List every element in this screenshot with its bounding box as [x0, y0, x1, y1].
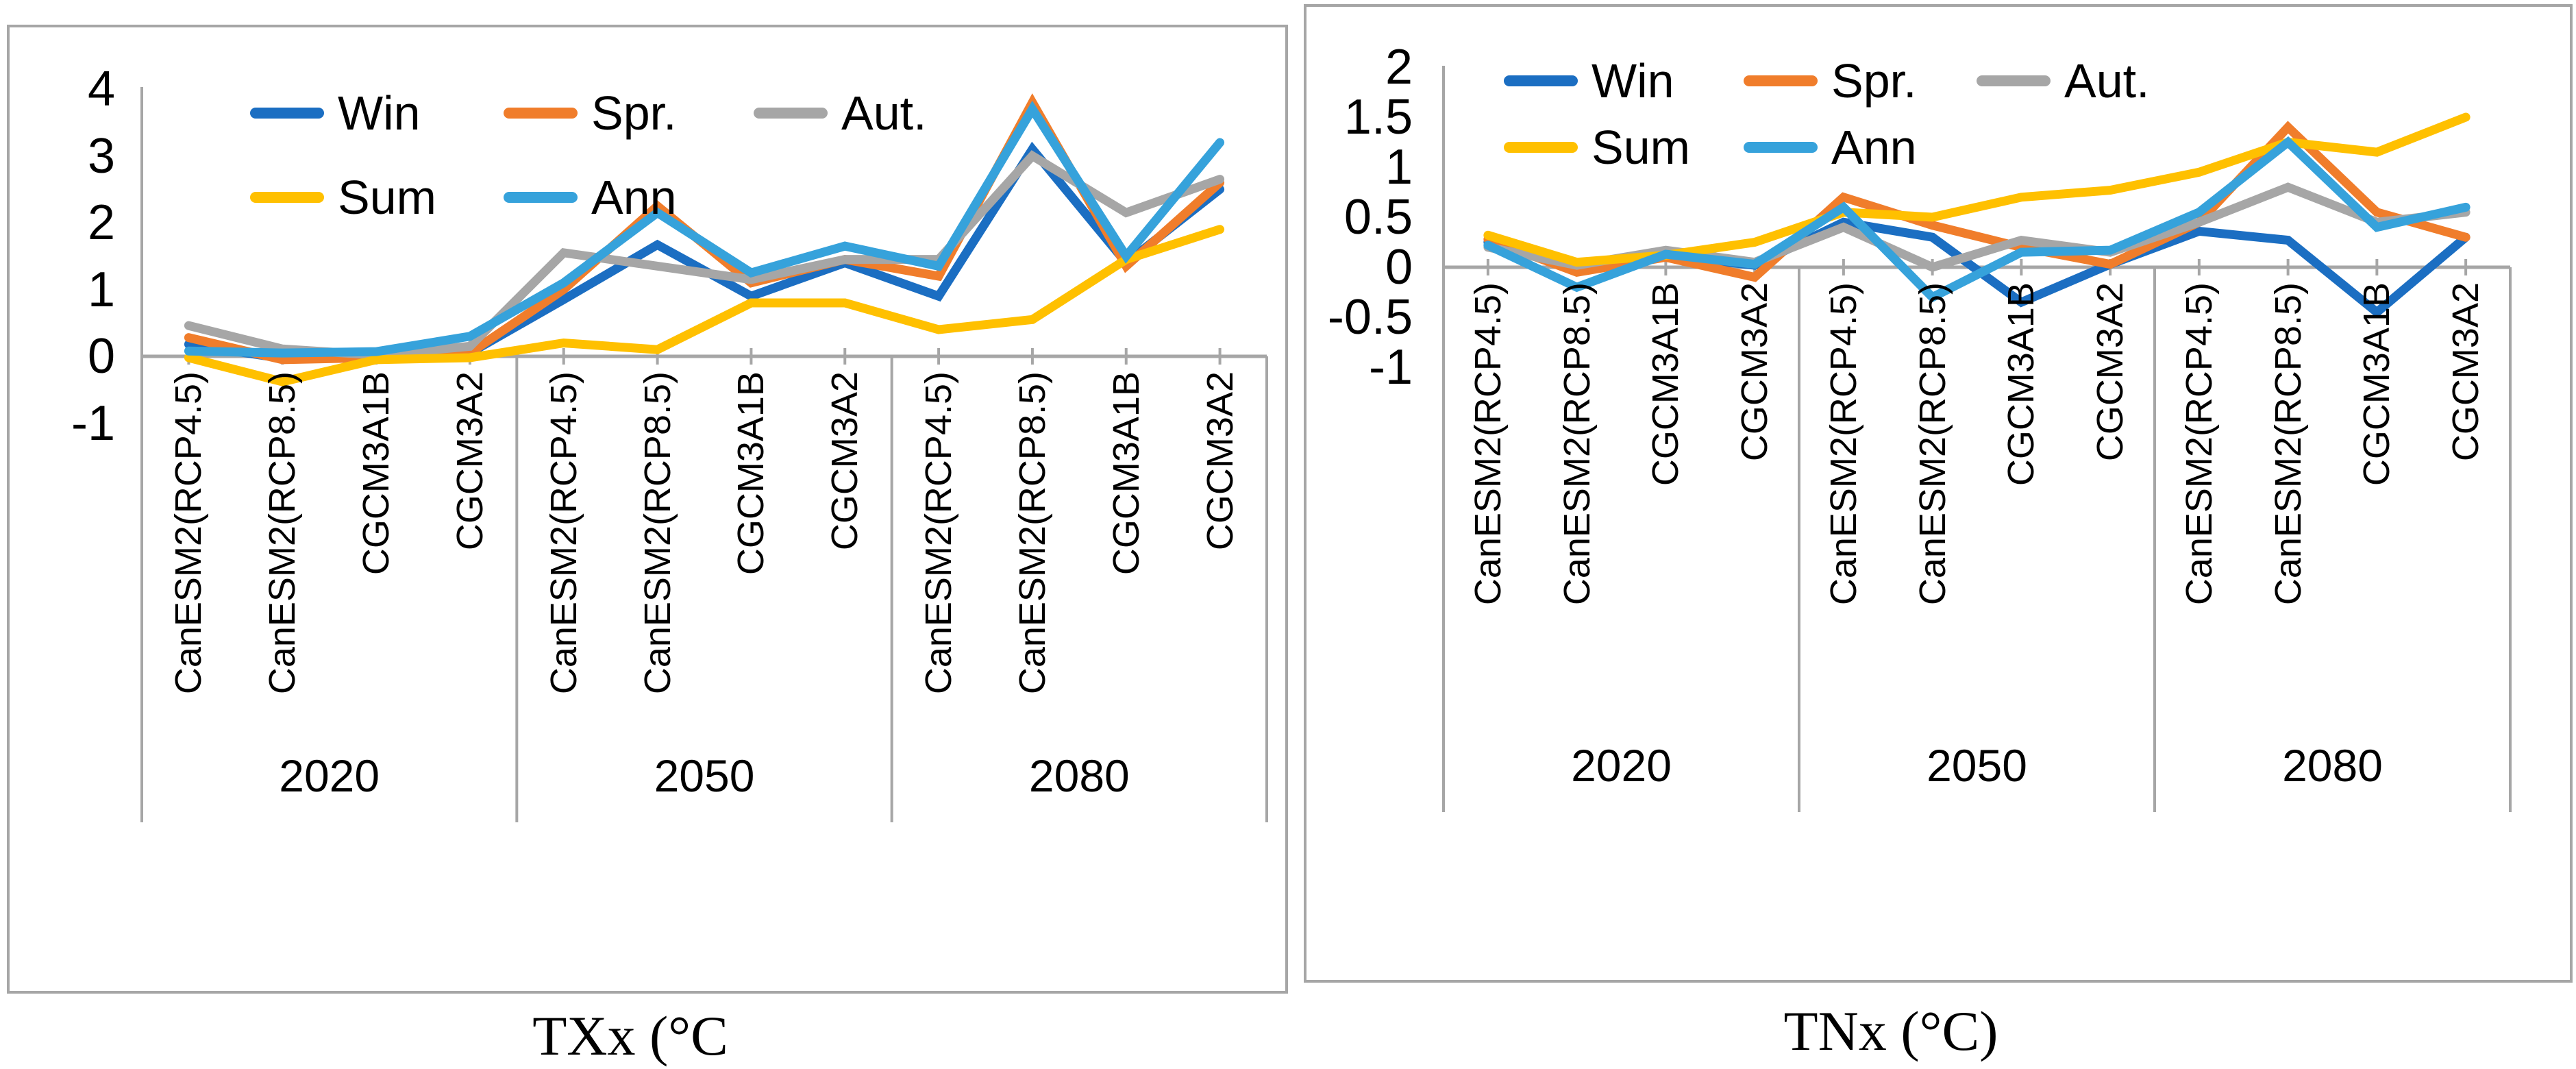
legend-label: Win — [1592, 54, 1674, 108]
legend-label: Sum — [1592, 121, 1690, 174]
legend-swatch-icon — [250, 108, 324, 119]
category-label: CGCM3A1B — [730, 371, 772, 576]
category-label: CanESM2(RCP8.5) — [636, 371, 678, 695]
category-label: CGCM3A2 — [2090, 282, 2131, 462]
category-label: CGCM3A1B — [1645, 282, 1687, 487]
y-tick-label: 2 — [1385, 40, 1413, 95]
year-label: 2050 — [654, 750, 755, 801]
series-line-spr — [184, 93, 1225, 365]
legend-item: Sum — [250, 173, 436, 221]
category-label: CGCM3A2 — [449, 371, 491, 551]
category-label: CanESM2(RCP4.5) — [543, 371, 584, 695]
legend-swatch-icon — [250, 192, 324, 203]
series-line-ann — [1483, 136, 2470, 303]
year-label: 2050 — [1927, 740, 2027, 791]
legend-label: Ann — [591, 171, 677, 224]
category-label: CanESM2(RCP4.5) — [1467, 282, 1509, 606]
y-tick-label: 2 — [87, 195, 115, 250]
y-tick-label: 0.5 — [1343, 190, 1413, 245]
category-label: CGCM3A1B — [356, 371, 397, 576]
legend-swatch-icon — [504, 192, 578, 203]
category-label: CanESM2(RCP4.5) — [918, 371, 960, 695]
legend-label: Aut. — [2064, 54, 2150, 108]
year-label: 2080 — [1028, 750, 1130, 801]
year-label: 2020 — [279, 750, 380, 801]
category-label: CGCM3A1B — [1105, 371, 1147, 576]
legend-label: Aut. — [841, 86, 927, 140]
legend-label: Sum — [338, 171, 436, 224]
category-label: CanESM2(RCP8.5) — [1911, 282, 1953, 606]
category-label: CanESM2(RCP8.5) — [262, 371, 304, 695]
legend-swatch-icon — [1977, 75, 2051, 86]
y-tick-label: 3 — [87, 128, 115, 184]
category-label: CGCM3A2 — [824, 371, 866, 551]
category-label: CanESM2(RCP8.5) — [1556, 282, 1598, 606]
y-tick-label: -1 — [1368, 340, 1413, 395]
legend-label: Spr. — [591, 86, 677, 140]
category-label: CGCM3A1B — [2356, 282, 2398, 487]
legend-label: Ann — [1831, 121, 1917, 174]
y-tick-label: 4 — [87, 62, 115, 116]
legend-item: Spr. — [504, 89, 677, 137]
series-line-ann — [184, 100, 1225, 358]
y-tick-label: 1 — [87, 262, 115, 317]
category-label: CanESM2(RCP4.5) — [1822, 282, 1864, 606]
y-tick-label: 1.5 — [1343, 90, 1413, 145]
category-label: CGCM3A2 — [2445, 282, 2487, 462]
series-line-sum — [184, 225, 1225, 386]
legend-label: Win — [338, 86, 421, 140]
y-tick-label: 1 — [1385, 140, 1413, 195]
legend-swatch-icon — [1504, 142, 1578, 153]
y-tick-label: 0 — [1385, 240, 1413, 295]
legend-item: Win — [1504, 57, 1674, 105]
category-label: CanESM2(RCP8.5) — [2267, 282, 2309, 606]
legend-swatch-icon — [754, 108, 828, 119]
legend-swatch-icon — [1744, 75, 1818, 86]
legend-swatch-icon — [504, 108, 578, 119]
txx-caption: TXx (°C — [532, 1005, 728, 1067]
legend-item: Spr. — [1744, 57, 1917, 105]
panel-border — [7, 25, 1288, 994]
year-label: 2020 — [1571, 740, 1672, 791]
legend-label: Spr. — [1831, 54, 1917, 108]
panel-border — [1304, 4, 2573, 983]
category-label: CGCM3A1B — [2001, 282, 2042, 487]
legend-swatch-icon — [1504, 75, 1578, 86]
legend-item: Aut. — [1977, 57, 2150, 105]
y-tick-label: 0 — [87, 329, 115, 384]
legend-item: Aut. — [754, 89, 927, 137]
legend-item: Ann — [504, 173, 677, 221]
y-tick-label: -0.5 — [1327, 290, 1413, 345]
category-label: CGCM3A2 — [1199, 371, 1241, 551]
legend-item: Sum — [1504, 123, 1690, 171]
legend-item: Win — [250, 89, 421, 137]
category-label: CanESM2(RCP4.5) — [168, 371, 210, 695]
category-label: CGCM3A2 — [1734, 282, 1776, 462]
y-tick-label: -1 — [71, 395, 115, 451]
tnx-caption: TNx (°C) — [1783, 1000, 1998, 1062]
category-label: CanESM2(RCP8.5) — [1011, 371, 1053, 695]
category-label: CanESM2(RCP4.5) — [2178, 282, 2220, 606]
year-label: 2080 — [2282, 740, 2383, 791]
legend-swatch-icon — [1744, 142, 1818, 153]
legend-item: Ann — [1744, 123, 1917, 171]
